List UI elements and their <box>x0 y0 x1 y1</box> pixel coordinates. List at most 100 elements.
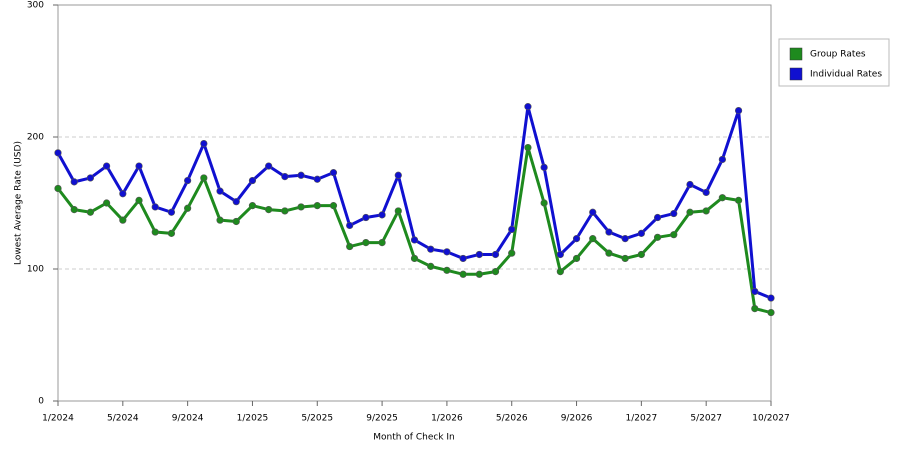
data-point <box>135 162 143 170</box>
data-point <box>524 103 532 111</box>
data-point <box>734 196 743 204</box>
x-tick-label: 5/2026 <box>496 414 528 424</box>
data-point <box>718 155 726 164</box>
data-point <box>556 268 564 276</box>
data-point <box>427 262 435 270</box>
data-point <box>378 239 386 247</box>
data-point <box>378 211 386 219</box>
y-tick-label: 100 <box>27 265 44 275</box>
data-point <box>297 171 305 179</box>
data-point <box>621 235 629 243</box>
data-point <box>540 163 548 171</box>
x-tick-label: 5/2027 <box>690 414 722 424</box>
data-point <box>151 203 159 211</box>
data-point <box>702 207 710 215</box>
legend-swatch <box>789 67 803 81</box>
data-point <box>605 249 613 257</box>
data-point <box>572 254 581 263</box>
data-point <box>410 236 419 244</box>
data-point <box>281 173 289 181</box>
data-point <box>167 229 176 237</box>
data-point <box>394 207 402 215</box>
data-point <box>281 207 289 215</box>
data-point <box>751 287 759 296</box>
data-point <box>653 213 662 222</box>
data-point <box>70 206 78 214</box>
data-point <box>637 229 645 237</box>
data-point <box>346 221 354 230</box>
data-point <box>184 204 192 212</box>
data-point <box>589 208 597 216</box>
data-point <box>491 268 500 276</box>
data-point <box>508 249 516 257</box>
data-point <box>459 254 467 263</box>
data-point <box>167 208 176 216</box>
data-point <box>410 254 419 263</box>
x-tick-label: 9/2025 <box>366 414 398 424</box>
data-point <box>540 199 548 207</box>
x-tick-label: 5/2024 <box>107 414 139 424</box>
data-point <box>297 203 305 211</box>
data-point <box>216 216 224 224</box>
data-point <box>767 294 775 302</box>
data-point <box>508 225 516 233</box>
data-point <box>443 266 451 274</box>
data-point <box>54 149 62 157</box>
data-point <box>524 143 532 152</box>
data-point <box>653 233 662 241</box>
x-tick-label: 1/2027 <box>626 414 658 424</box>
y-axis-label: Lowest Average Rate (USD) <box>14 141 24 265</box>
legend-label: Group Rates <box>810 50 866 60</box>
data-point <box>394 171 402 179</box>
legend-label: Individual Rates <box>810 70 882 80</box>
data-point <box>718 194 726 202</box>
data-point <box>86 174 95 182</box>
data-point <box>232 198 240 206</box>
data-point <box>686 208 694 216</box>
data-point <box>670 231 678 239</box>
data-point <box>54 184 62 193</box>
data-point <box>572 235 581 243</box>
data-point <box>605 228 613 236</box>
legend-swatch <box>789 47 803 61</box>
data-point <box>103 162 111 170</box>
data-point <box>670 209 678 218</box>
data-point <box>734 106 743 115</box>
data-point <box>346 242 354 251</box>
data-point <box>427 245 435 253</box>
data-point <box>200 174 208 182</box>
data-point <box>265 162 273 170</box>
data-point <box>767 308 775 317</box>
data-point <box>443 248 451 256</box>
data-point <box>329 169 338 177</box>
data-point <box>70 178 78 186</box>
y-tick-label: 300 <box>27 1 44 11</box>
x-tick-label: 9/2026 <box>561 414 593 424</box>
plot-area <box>57 4 772 402</box>
data-point <box>491 250 500 259</box>
data-point <box>265 206 273 214</box>
y-tick-label: 0 <box>38 397 44 407</box>
data-point <box>184 176 192 185</box>
data-point <box>135 196 143 204</box>
data-point <box>475 270 483 278</box>
data-point <box>556 250 564 259</box>
data-point <box>313 202 321 210</box>
data-point <box>248 176 257 185</box>
data-point <box>86 208 95 216</box>
data-point <box>329 202 338 210</box>
x-tick-label: 1/2026 <box>431 414 463 424</box>
data-point <box>119 216 127 224</box>
x-axis-label: Month of Check In <box>373 433 455 443</box>
data-point <box>362 213 370 222</box>
data-point <box>232 217 240 226</box>
data-point <box>621 254 629 263</box>
data-point <box>686 180 694 189</box>
data-point <box>459 270 467 278</box>
data-point <box>119 190 127 198</box>
data-point <box>637 250 645 259</box>
x-tick-label: 5/2025 <box>301 414 333 424</box>
x-tick-label: 1/2025 <box>237 414 269 424</box>
data-point <box>151 228 159 236</box>
